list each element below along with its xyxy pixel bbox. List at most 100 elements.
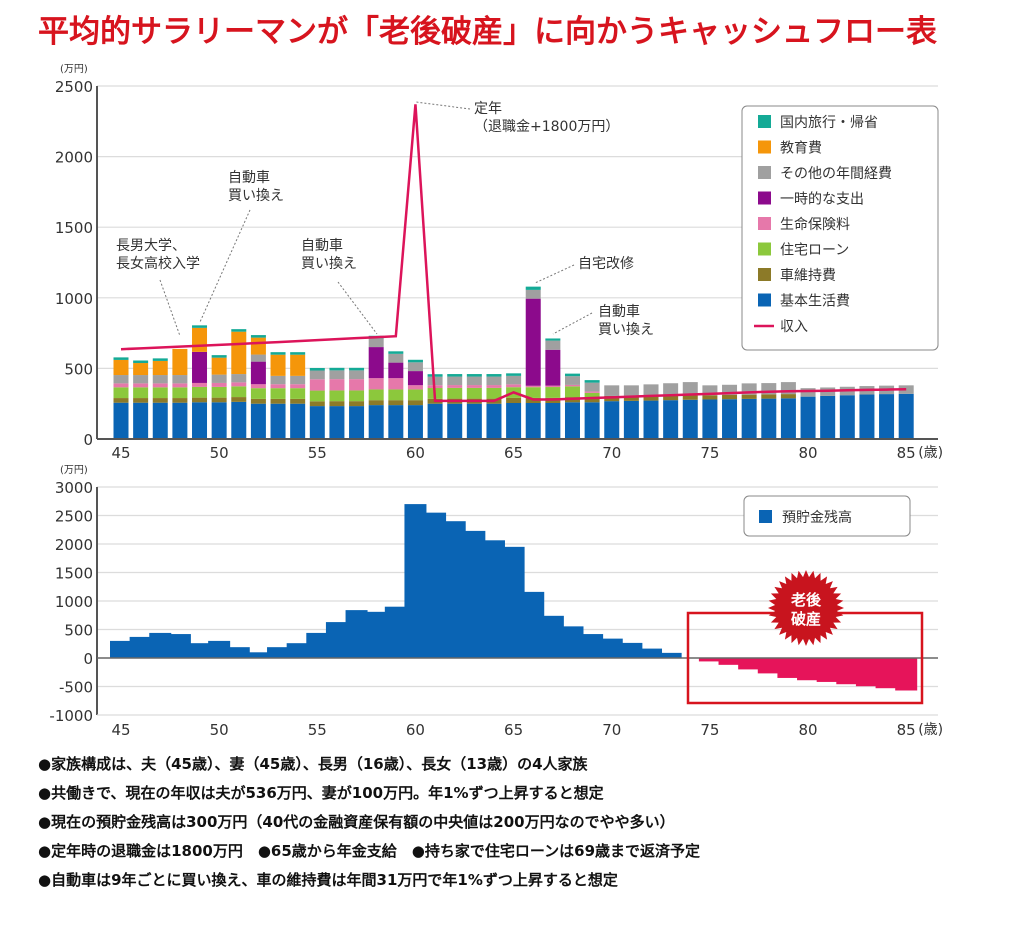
y-tick-label: 1000 bbox=[55, 290, 93, 308]
bar-segment bbox=[133, 363, 149, 376]
annotation-label: 定年 bbox=[474, 101, 502, 117]
bar-segment bbox=[682, 399, 698, 439]
savings-bar bbox=[129, 636, 152, 658]
legend-label: 住宅ローン bbox=[780, 243, 849, 259]
bar-segment bbox=[584, 380, 600, 383]
x-tick-label: 85 bbox=[897, 444, 916, 462]
bar-segment bbox=[584, 402, 600, 439]
savings-bar bbox=[541, 615, 564, 658]
bar-segment bbox=[172, 383, 188, 388]
x-tick-label: 55 bbox=[308, 444, 327, 462]
x-unit-label: (歳) bbox=[918, 722, 943, 738]
bar-segment bbox=[290, 354, 306, 376]
y-unit-label: (万円) bbox=[60, 64, 88, 75]
page-title: 平均的サラリーマンが「老後破産」に向かうキャッシュフロー表 bbox=[38, 14, 937, 50]
bar-segment bbox=[388, 400, 404, 406]
bar-segment bbox=[152, 402, 168, 439]
x-tick-label: 75 bbox=[700, 721, 719, 739]
bar-segment bbox=[466, 385, 482, 388]
bar-segment bbox=[525, 298, 541, 386]
bar-segment bbox=[250, 335, 266, 338]
bar-segment bbox=[722, 394, 738, 400]
bar-segment bbox=[172, 402, 188, 439]
legend-box bbox=[741, 105, 939, 351]
badge-label: 破産 bbox=[791, 610, 821, 628]
bar-segment bbox=[270, 388, 286, 399]
bar-segment bbox=[349, 406, 365, 439]
savings-bar bbox=[306, 632, 329, 658]
bar-segment bbox=[506, 402, 522, 439]
savings-bar bbox=[267, 647, 290, 658]
bar-segment bbox=[388, 351, 404, 354]
bar-segment bbox=[309, 390, 325, 402]
bar-segment bbox=[486, 387, 502, 399]
bar-segment bbox=[250, 398, 266, 404]
savings-bar bbox=[502, 546, 525, 658]
bar-segment bbox=[545, 387, 561, 398]
bar-segment bbox=[682, 395, 698, 400]
bar-segment bbox=[800, 388, 816, 397]
savings-bar bbox=[384, 606, 407, 658]
x-tick-label: 80 bbox=[799, 721, 818, 739]
legend-swatch bbox=[759, 510, 772, 523]
bar-segment bbox=[329, 406, 345, 439]
legend-swatch bbox=[758, 217, 771, 230]
bar-segment bbox=[761, 394, 777, 399]
bar-segment bbox=[741, 394, 757, 399]
bar-segment bbox=[211, 357, 227, 375]
legend-swatch bbox=[758, 166, 771, 179]
bar-segment bbox=[113, 398, 129, 403]
savings-bar bbox=[227, 647, 250, 658]
savings-bar bbox=[345, 610, 368, 658]
bar-segment bbox=[545, 349, 561, 386]
bar-segment bbox=[270, 403, 286, 439]
bar-segment bbox=[388, 362, 404, 379]
bar-segment bbox=[309, 379, 325, 391]
bar-segment bbox=[211, 386, 227, 398]
bar-segment bbox=[250, 361, 266, 385]
bar-segment bbox=[250, 354, 266, 362]
bar-segment bbox=[290, 398, 306, 404]
income-line bbox=[120, 104, 907, 403]
savings-bar bbox=[698, 658, 721, 662]
bar-segment bbox=[623, 396, 639, 401]
bar-segment bbox=[349, 401, 365, 407]
bar-segment bbox=[290, 403, 306, 439]
bar-segment bbox=[172, 398, 188, 403]
savings-bar bbox=[365, 611, 388, 658]
bar-segment bbox=[663, 400, 679, 439]
x-tick-label: 85 bbox=[897, 721, 916, 739]
bar-segment bbox=[113, 402, 129, 439]
bar-segment bbox=[231, 331, 247, 375]
bar-segment bbox=[780, 394, 796, 399]
y-tick-label: 1000 bbox=[55, 593, 93, 611]
bar-segment bbox=[545, 385, 561, 388]
savings-bar bbox=[816, 658, 839, 682]
annotation-leader bbox=[159, 279, 181, 337]
bar-segment bbox=[407, 405, 423, 439]
legend-box bbox=[743, 495, 911, 537]
bar-segment bbox=[839, 395, 855, 439]
note-retirement: ●定年時の退職金は1800万円 ●65歳から年金支給 ●持ち家で住宅ローンは69… bbox=[38, 842, 701, 860]
bar-segment bbox=[820, 395, 836, 439]
bar-segment bbox=[211, 382, 227, 387]
y-tick-label: 2000 bbox=[55, 536, 93, 554]
bar-segment bbox=[604, 401, 620, 439]
bar-segment bbox=[192, 327, 208, 352]
x-tick-label: 80 bbox=[799, 444, 818, 462]
bar-segment bbox=[152, 360, 168, 376]
bar-segment bbox=[250, 384, 266, 389]
savings-bar bbox=[640, 648, 663, 658]
annotation-label: 長男大学、 bbox=[116, 238, 186, 254]
x-tick-label: 70 bbox=[602, 721, 621, 739]
y-tick-label: 1500 bbox=[55, 219, 93, 237]
note-income: ●共働きで、現在の年収は夫が536万円、妻が100万円。年1%ずつ上昇すると想定 bbox=[38, 784, 604, 802]
legend-label: 生命保険料 bbox=[780, 216, 850, 233]
savings-bar bbox=[247, 652, 270, 658]
bar-segment bbox=[525, 385, 541, 388]
bar-segment bbox=[663, 383, 679, 396]
legend-swatch bbox=[758, 268, 771, 281]
savings-bar bbox=[620, 642, 643, 658]
bar-segment bbox=[329, 367, 345, 371]
bar-segment bbox=[564, 376, 580, 385]
